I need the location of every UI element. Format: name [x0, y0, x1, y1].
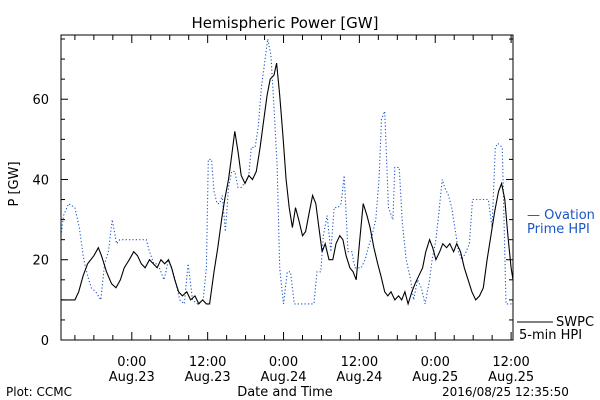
- chart-title: Hemispheric Power [GW]: [192, 14, 379, 32]
- x-tick-label-time: 0:00: [117, 355, 146, 370]
- x-tick-label-date: Aug.24: [260, 370, 306, 385]
- x-tick-label-time: 12:00: [189, 355, 226, 370]
- x-tick-label-date: Aug.25: [488, 370, 534, 385]
- x-tick-label-time: 0:00: [421, 355, 450, 370]
- y-tick-label: 60: [32, 93, 49, 108]
- footer-timestamp: 2016/08/25 12:35:50: [442, 385, 569, 399]
- x-tick-label-date: Aug.24: [336, 370, 382, 385]
- y-tick-label: 40: [32, 173, 49, 188]
- x-tick-label-date: Aug.23: [185, 370, 231, 385]
- y-tick-label: 0: [41, 334, 49, 349]
- x-axis-ticks: 0:00Aug.2312:00Aug.230:00Aug.2412:00Aug.…: [74, 35, 534, 385]
- y-tick-label: 20: [32, 254, 49, 269]
- plot-area-frame: [60, 34, 514, 341]
- legend-swpc-line2: 5-min HPI: [519, 328, 582, 343]
- x-tick-label-date: Aug.23: [109, 370, 155, 385]
- legend-ovation-line1: — Ovation: [527, 208, 595, 223]
- series-ovation-prime-hpi: [60, 38, 513, 306]
- x-tick-label-time: 12:00: [341, 355, 378, 370]
- legend-swpc-line1: SWPC: [556, 315, 594, 330]
- footer-plot-credit: Plot: CCMC: [6, 385, 72, 399]
- x-tick-label-time: 12:00: [492, 355, 529, 370]
- y-axis-label: P [GW]: [7, 161, 22, 206]
- y-axis-ticks: 0 20 40 60: [32, 38, 513, 349]
- series-swpc-5min-hpi: [61, 62, 514, 306]
- x-tick-label-time: 0:00: [269, 355, 298, 370]
- legend-ovation-line2: Prime HPI: [527, 222, 590, 237]
- x-axis-label: Date and Time: [237, 385, 333, 400]
- x-tick-label-date: Aug.25: [412, 370, 458, 385]
